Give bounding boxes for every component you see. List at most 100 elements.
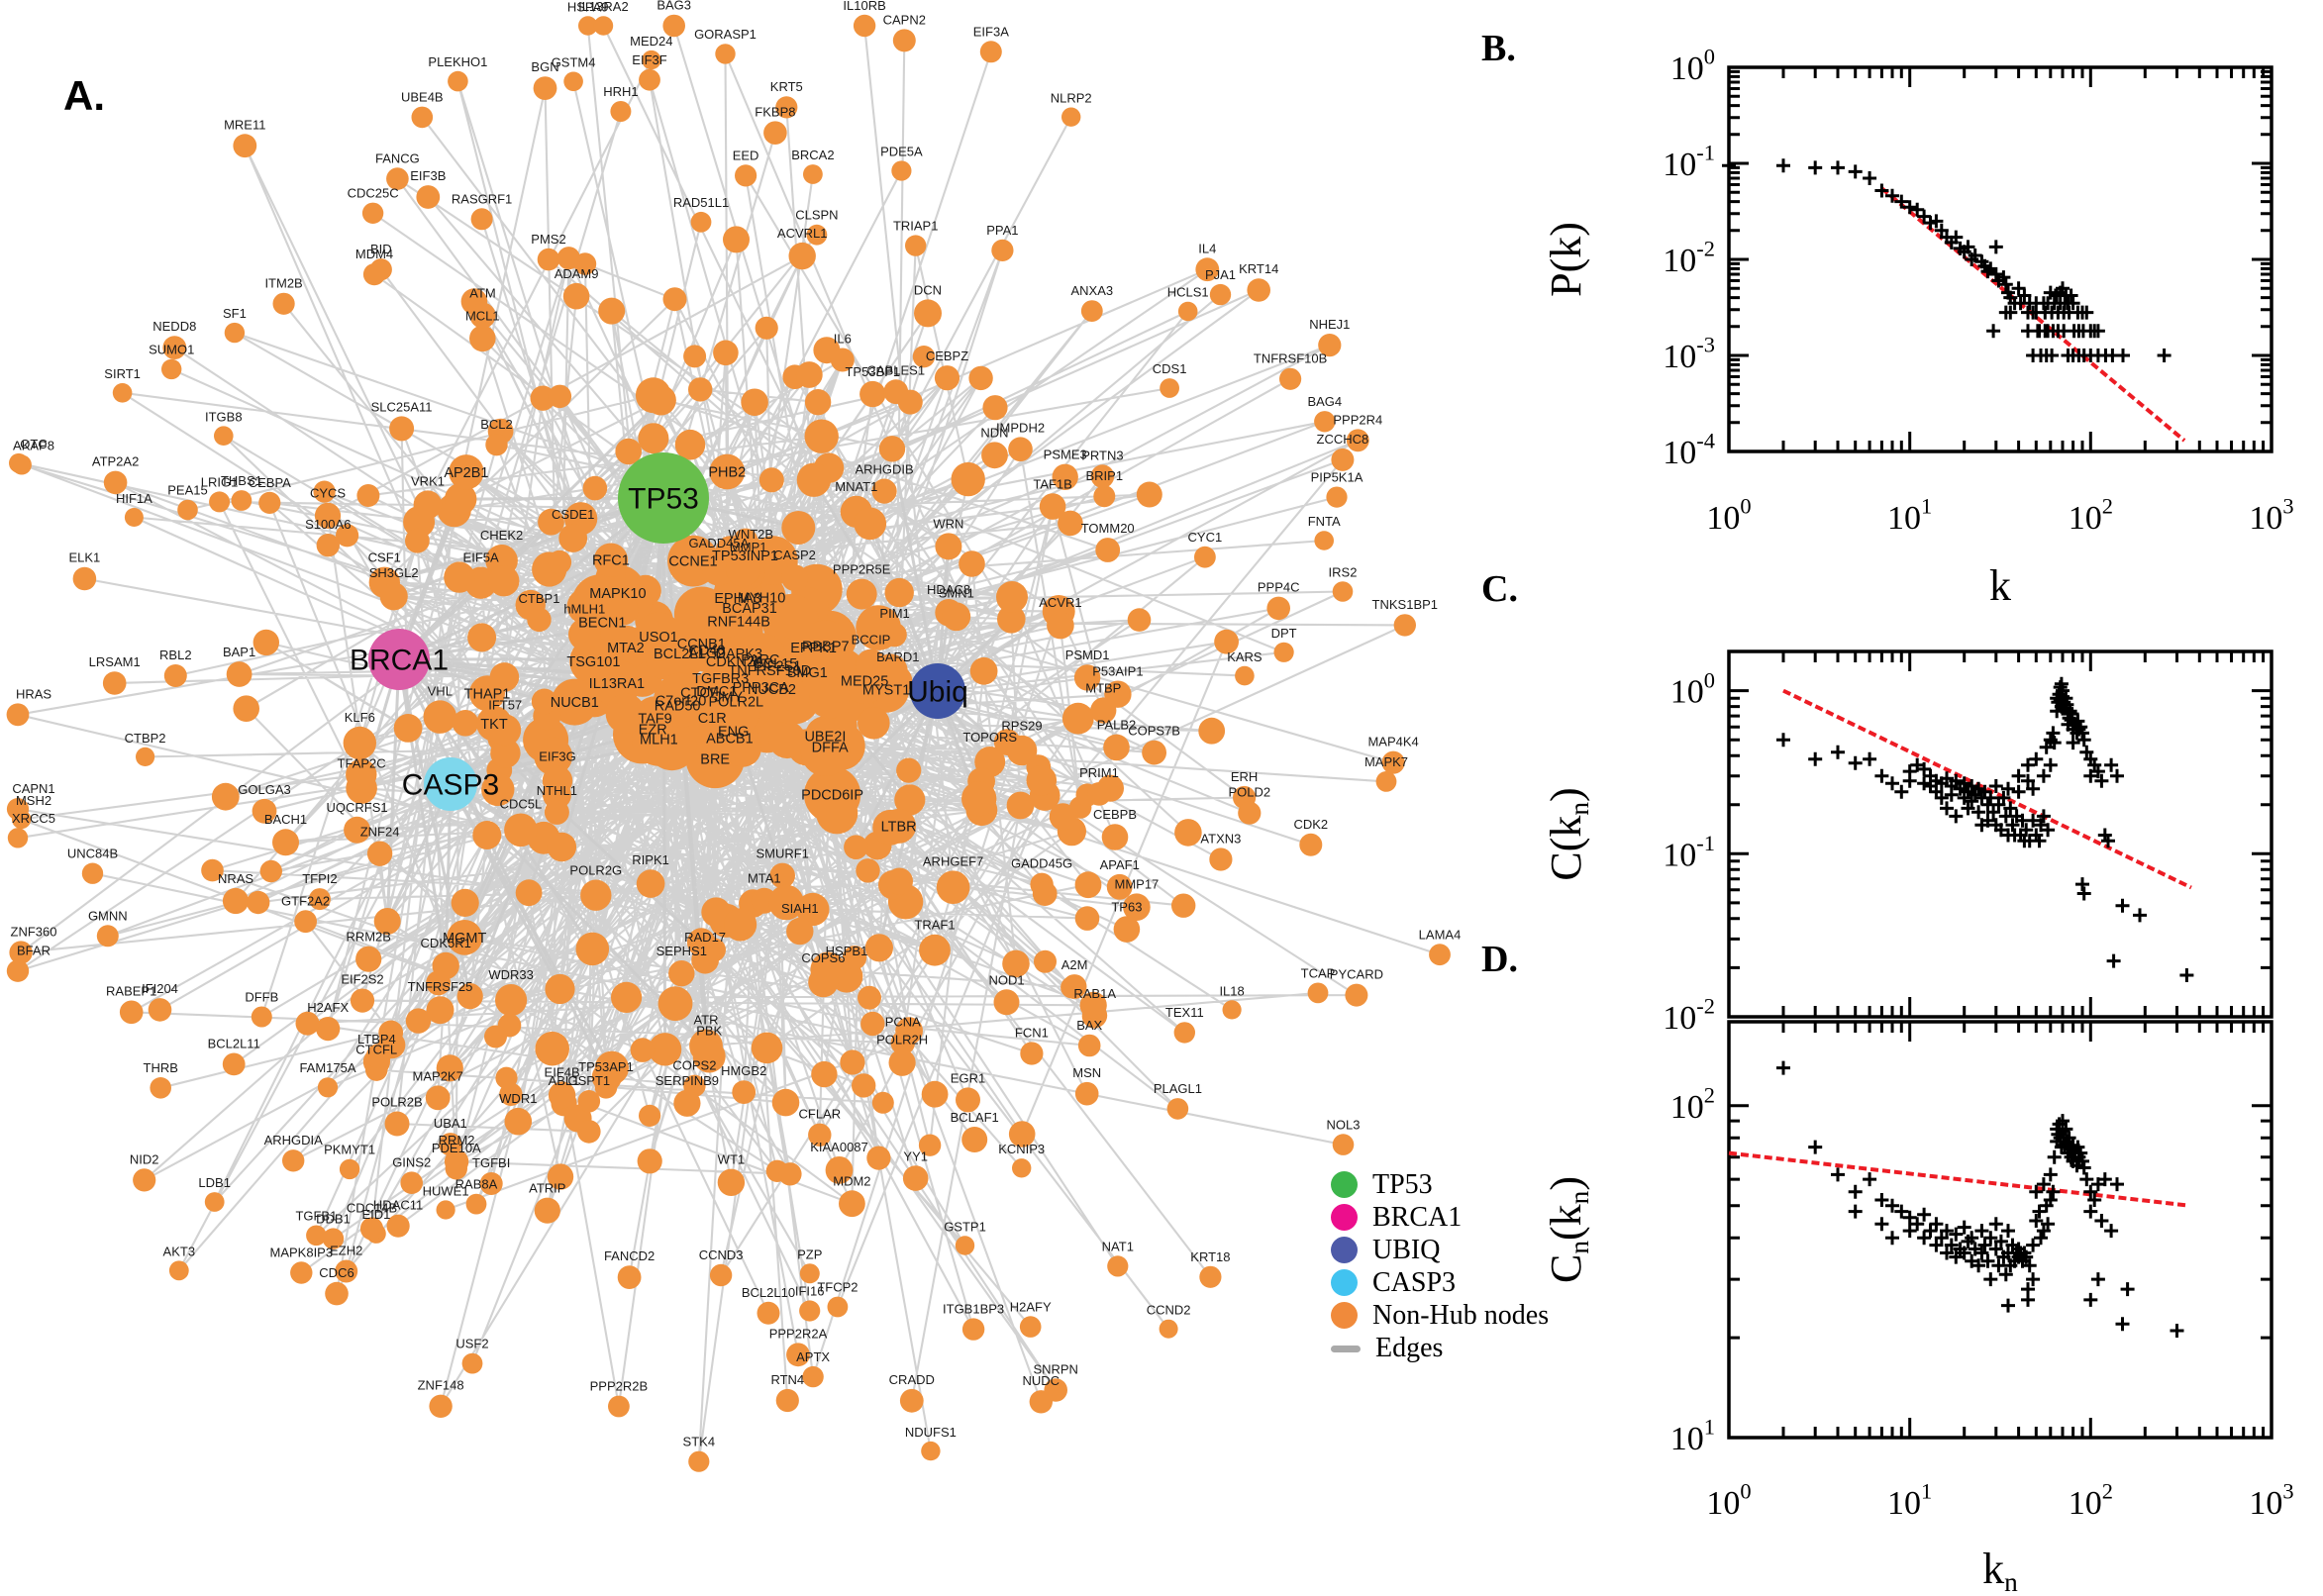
gene-label: CDK5R1	[421, 936, 471, 950]
network-node	[894, 784, 926, 816]
network-node	[282, 1149, 305, 1172]
network-node	[723, 226, 750, 253]
gene-label: PRIM1	[1079, 765, 1119, 780]
network-node	[1006, 791, 1035, 820]
gene-label: RRM2B	[346, 930, 391, 945]
network-node	[608, 1395, 630, 1418]
gene-label: MSH2	[16, 793, 51, 808]
network-node	[577, 1090, 601, 1113]
network-node	[1008, 1121, 1036, 1147]
gene-label: SH3GL2	[369, 565, 419, 580]
gene-label: NDN	[980, 426, 1008, 441]
network-node	[133, 1168, 156, 1192]
network-node	[1238, 801, 1262, 825]
gene-label: PPP2R2B	[590, 1379, 649, 1394]
network-node	[859, 380, 886, 408]
network-node	[637, 1148, 662, 1174]
gene-label: SMG1	[787, 665, 828, 681]
network-node	[545, 973, 575, 1005]
network-node	[448, 70, 468, 92]
network-node	[1002, 949, 1030, 978]
network-node	[6, 959, 30, 982]
network-node	[786, 1343, 810, 1367]
network-node	[803, 164, 823, 184]
gene-label: ENG	[718, 725, 749, 741]
network-node	[713, 340, 739, 366]
network-node	[1198, 717, 1226, 745]
network-node	[548, 384, 572, 409]
network-node	[725, 551, 761, 587]
gene-label: ARHGDIA	[264, 1133, 324, 1147]
network-node	[741, 388, 768, 417]
gene-label: CAPN2	[883, 12, 926, 27]
network-node	[96, 925, 119, 948]
network-node	[635, 377, 671, 414]
gene-label: WRN	[933, 516, 963, 531]
network-node	[386, 1214, 410, 1238]
network-node	[1074, 871, 1102, 899]
gene-label: HDAC11	[373, 1198, 423, 1213]
gene-label: POLR2B	[371, 1095, 422, 1110]
gene-label: ZNF148	[418, 1378, 464, 1393]
axis-ticks	[1727, 65, 2273, 453]
gene-label: TCAP	[1301, 966, 1336, 981]
network-node	[918, 1134, 942, 1156]
y-axis-label: C(kn)	[1542, 787, 1594, 880]
network-node	[1058, 510, 1083, 537]
network-node	[1326, 486, 1348, 508]
gene-label: BAP1	[223, 645, 255, 659]
gene-label: PPP2R5E	[833, 562, 891, 577]
gene-label: ITGB8	[205, 409, 243, 424]
gene-label: ZNF24	[360, 824, 400, 839]
gene-label: ADAM9	[555, 266, 599, 281]
gene-label: EIF5A	[463, 550, 499, 565]
gene-label: ACVRL1	[777, 226, 828, 241]
gene-label: ELK1	[68, 550, 100, 565]
network-node	[252, 798, 277, 824]
gene-label: CRADD	[889, 1372, 935, 1387]
gene-label: ERH	[1231, 769, 1258, 784]
network-node	[1235, 665, 1255, 686]
network-node	[413, 490, 443, 520]
network-node	[373, 908, 401, 935]
gene-label: UQCRFS1	[327, 800, 388, 815]
network-node	[9, 941, 33, 964]
network-node	[1214, 629, 1239, 654]
network-node	[316, 534, 340, 557]
gene-label: APAF1	[1100, 857, 1140, 872]
network-node	[445, 482, 477, 516]
network-node	[258, 491, 281, 514]
network-node	[1174, 819, 1202, 847]
gene-label: LRIG1	[201, 475, 239, 490]
x-tick-label: 103	[2249, 1479, 2293, 1522]
network-node	[788, 242, 816, 270]
network-node	[611, 981, 643, 1014]
y-tick-label: 102	[1670, 1082, 1715, 1125]
gene-label: PBK	[696, 1024, 722, 1039]
network-node	[891, 160, 912, 181]
network-node	[1171, 893, 1196, 918]
network-node	[615, 438, 642, 465]
y-tick-label: 10-1	[1663, 831, 1715, 873]
gene-label: CDC6	[319, 1265, 354, 1280]
network-node	[535, 1031, 569, 1066]
network-node	[796, 892, 830, 927]
network-node	[662, 287, 687, 312]
gene-label: GINS2	[392, 1155, 431, 1170]
gene-label: PPA1	[986, 223, 1018, 238]
network-node	[846, 578, 877, 610]
hub-label-ubiq: Ubiq	[907, 676, 968, 709]
network-node	[163, 664, 187, 687]
gene-label: SIAH1	[781, 901, 819, 916]
network-node	[222, 887, 250, 915]
network-node	[423, 700, 457, 734]
gene-label: IL13RA1	[589, 676, 645, 692]
legend-item-label: Edges	[1375, 1332, 1444, 1363]
gene-label: RABEP1	[106, 984, 156, 999]
network-node	[1160, 378, 1179, 398]
network-nodes	[6, 14, 1451, 1472]
legend-item-label: TP53	[1372, 1168, 1433, 1200]
gene-label: BECN1	[578, 616, 626, 632]
network-node	[795, 361, 823, 388]
gene-label: OTC	[20, 437, 47, 451]
